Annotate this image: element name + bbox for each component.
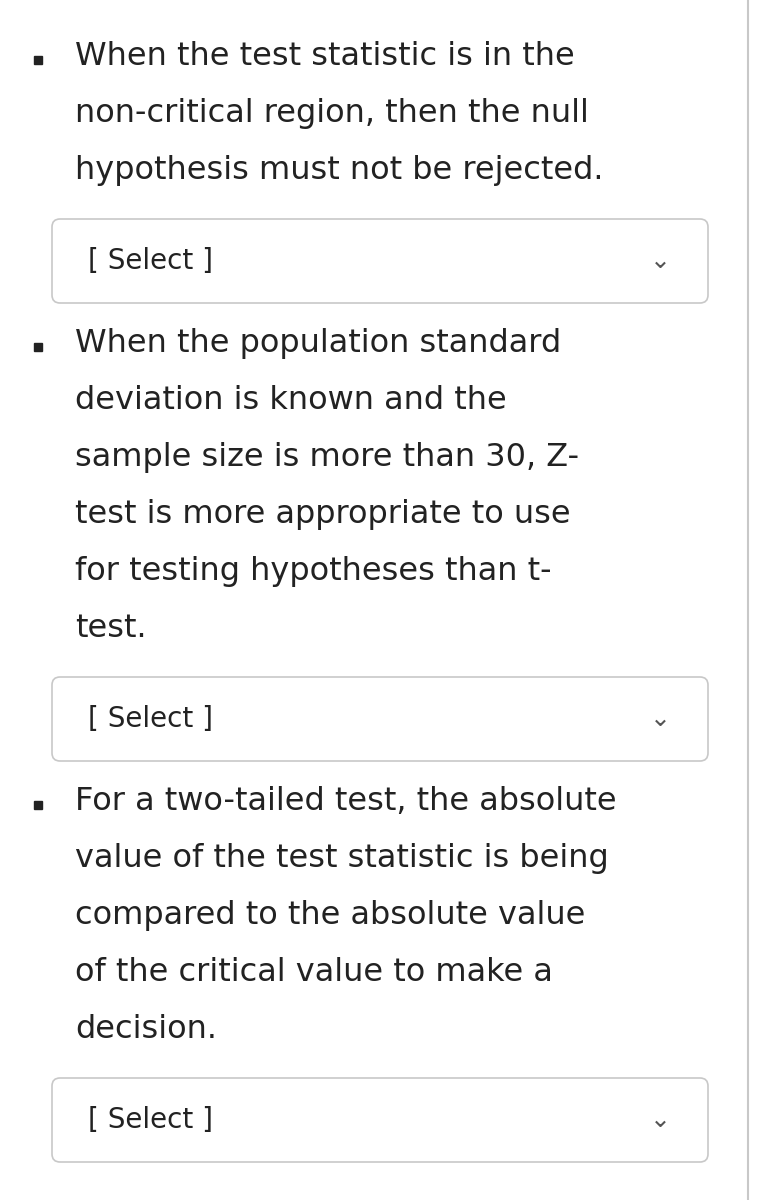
Text: [ Select ]: [ Select ] (88, 704, 213, 733)
Text: of the critical value to make a: of the critical value to make a (75, 956, 553, 988)
Text: for testing hypotheses than t-: for testing hypotheses than t- (75, 556, 551, 587)
Text: non-critical region, then the null: non-critical region, then the null (75, 98, 589, 128)
FancyBboxPatch shape (52, 218, 708, 302)
Text: When the test statistic is in the: When the test statistic is in the (75, 41, 574, 72)
Text: compared to the absolute value: compared to the absolute value (75, 900, 585, 931)
Text: test is more appropriate to use: test is more appropriate to use (75, 499, 571, 530)
Text: test.: test. (75, 613, 147, 644)
FancyBboxPatch shape (52, 677, 708, 761)
FancyBboxPatch shape (52, 1078, 708, 1162)
Text: deviation is known and the: deviation is known and the (75, 385, 507, 416)
Text: When the population standard: When the population standard (75, 328, 561, 359)
Text: For a two-tailed test, the absolute: For a two-tailed test, the absolute (75, 786, 617, 817)
Text: [ Select ]: [ Select ] (88, 247, 213, 275)
Text: ⌄: ⌄ (650, 248, 670, 272)
Text: [ Select ]: [ Select ] (88, 1106, 213, 1134)
Text: ⌄: ⌄ (650, 1108, 670, 1132)
Text: ⌄: ⌄ (650, 707, 670, 731)
Text: sample size is more than 30, Z-: sample size is more than 30, Z- (75, 442, 579, 473)
Text: hypothesis must not be rejected.: hypothesis must not be rejected. (75, 155, 604, 186)
Text: decision.: decision. (75, 1014, 217, 1045)
Text: value of the test statistic is being: value of the test statistic is being (75, 842, 609, 874)
